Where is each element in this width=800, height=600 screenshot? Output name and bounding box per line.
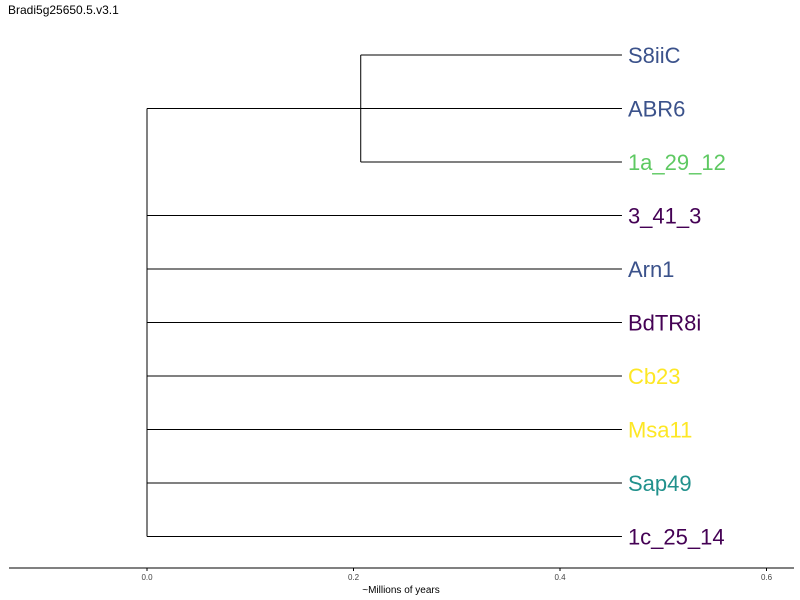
leaf-label: 1c_25_14 (628, 525, 725, 550)
axis-tick-label: 0.0 (141, 573, 153, 582)
axis-ticks: 0.0 0.2 0.4 0.6 (141, 568, 773, 582)
leaf-label: Arn1 (628, 257, 674, 282)
axis-tick-label: 0.6 (761, 573, 773, 582)
leaf-label: 3_41_3 (628, 204, 701, 229)
tree-title: Bradi5g25650.5.v3.1 (8, 3, 119, 17)
leaf-labels: S8iiC ABR6 1a_29_12 3_41_3 Arn1 BdTR8i Cb23 Msa… (628, 43, 726, 550)
axis-title: ~Millions of years (362, 585, 440, 596)
time-axis: 0.0 0.2 0.4 0.6 ~Millions of years (9, 567, 794, 596)
leaf-label: ABR6 (628, 97, 685, 122)
axis-tick-label: 0.2 (348, 573, 360, 582)
leaf-label: Sap49 (628, 471, 692, 496)
axis-tick-label: 0.4 (554, 573, 566, 582)
leaf-label: Msa11 (628, 418, 692, 443)
tree-branches (146, 54, 622, 537)
leaf-label: BdTR8i (628, 311, 701, 336)
leaf-label: 1a_29_12 (628, 150, 726, 175)
leaf-label: S8iiC (628, 43, 681, 68)
leaf-label: Cb23 (628, 364, 681, 389)
